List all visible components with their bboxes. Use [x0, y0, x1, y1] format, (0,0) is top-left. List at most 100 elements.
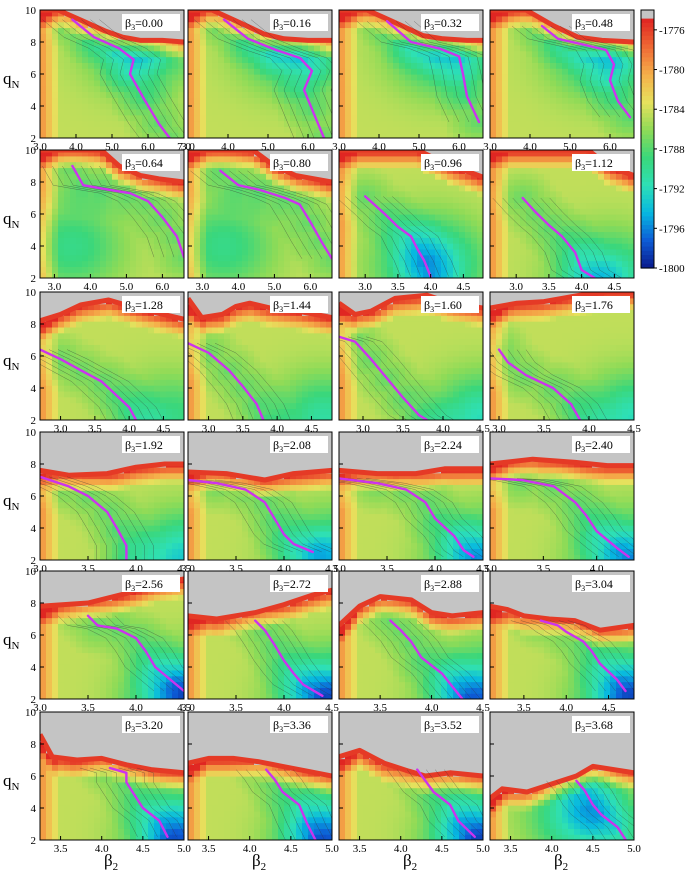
label-symbol: β — [424, 156, 430, 170]
surface-cell — [477, 126, 483, 133]
surface-cell — [592, 114, 599, 122]
surface-cell — [574, 91, 581, 98]
surface-cell — [616, 214, 623, 221]
surface-cell — [459, 103, 466, 110]
surface-cell — [314, 114, 321, 122]
surface-cell — [351, 33, 358, 40]
surface-cell — [160, 396, 167, 404]
surface-cell — [94, 332, 101, 340]
surface-cell — [178, 219, 184, 227]
surface-cell — [166, 338, 173, 345]
surface-cell — [260, 126, 267, 133]
surface-cell — [142, 62, 149, 69]
surface-cell — [46, 74, 53, 81]
surface-cell — [514, 114, 521, 122]
contour-line — [383, 196, 449, 277]
surface-cell — [148, 254, 155, 262]
surface-cell — [580, 91, 587, 98]
surface-cell — [124, 126, 131, 133]
surface-cell — [296, 85, 303, 93]
surface-cell — [136, 361, 143, 369]
surface-cell — [387, 91, 394, 98]
surface-cell — [465, 179, 472, 186]
surface-cell — [254, 202, 261, 209]
surface-cell — [188, 132, 195, 138]
surface-cell — [520, 248, 527, 256]
surface-cell — [154, 266, 161, 273]
surface-cell — [459, 196, 466, 203]
surface-cell — [166, 414, 173, 420]
surface-cell — [544, 44, 551, 52]
surface-cell — [58, 190, 65, 198]
surface-cell — [526, 150, 533, 157]
surface-cell — [148, 243, 155, 250]
surface-cell — [435, 254, 442, 262]
surface-cell — [514, 33, 521, 40]
surface-cell — [622, 114, 629, 122]
surface-cell — [172, 254, 179, 262]
surface-cell — [142, 385, 149, 392]
surface-cell — [242, 184, 249, 192]
surface-cell — [272, 91, 279, 98]
surface-cell — [502, 15, 509, 23]
surface-cell — [314, 103, 321, 110]
surface-cell — [490, 10, 497, 17]
surface-cell — [496, 254, 503, 262]
surface-cell — [604, 254, 611, 262]
surface-cell — [236, 237, 243, 244]
surface-cell — [40, 237, 47, 244]
surface-cell — [532, 266, 539, 273]
surface-cell — [532, 120, 539, 127]
surface-cell — [369, 266, 376, 273]
surface-cell — [429, 44, 436, 52]
surface-cell — [52, 120, 59, 127]
surface-cell — [290, 272, 297, 278]
surface-cell — [166, 260, 173, 267]
surface-cell — [381, 161, 388, 169]
surface-cell — [351, 108, 358, 116]
surface-cell — [70, 315, 77, 322]
surface-cell — [52, 173, 59, 180]
contour-line — [366, 21, 460, 123]
surface-cell — [538, 196, 545, 203]
surface-cell — [375, 126, 382, 133]
surface-cell — [363, 225, 370, 233]
surface-cell — [369, 231, 376, 238]
surface-cell — [154, 44, 161, 52]
surface-cell — [465, 184, 472, 192]
surface-cell — [266, 62, 273, 69]
surface-cell — [154, 190, 161, 198]
surface-cell — [369, 33, 376, 40]
surface-cell — [260, 56, 267, 63]
surface-cell — [112, 39, 119, 46]
surface-cell — [130, 379, 137, 386]
surface-cell — [64, 167, 71, 174]
surface-cell — [369, 126, 376, 133]
surface-cell — [64, 39, 71, 46]
surface-cell — [490, 219, 497, 227]
surface-cell — [339, 85, 346, 93]
surface-cell — [230, 50, 237, 58]
surface-cell — [64, 196, 71, 203]
surface-cell — [320, 68, 327, 75]
contour-line — [213, 19, 315, 138]
surface-cell — [387, 190, 394, 198]
surface-cell — [441, 202, 448, 209]
surface-cell — [242, 179, 249, 186]
surface-cell — [76, 326, 83, 334]
surface-cell — [369, 167, 376, 174]
surface-cell — [100, 332, 107, 340]
surface-cell — [106, 68, 113, 75]
surface-cell — [302, 208, 309, 215]
surface-cell — [538, 120, 545, 127]
surface-cell — [308, 179, 315, 186]
surface-cell — [64, 161, 71, 169]
surface-cell — [417, 68, 424, 75]
surface-cell — [88, 179, 95, 186]
surface-cell — [508, 33, 515, 40]
surface-cell — [142, 237, 149, 244]
surface-cell — [375, 167, 382, 174]
surface-cell — [320, 260, 327, 267]
surface-cell — [88, 350, 95, 357]
surface-cell — [411, 214, 418, 221]
